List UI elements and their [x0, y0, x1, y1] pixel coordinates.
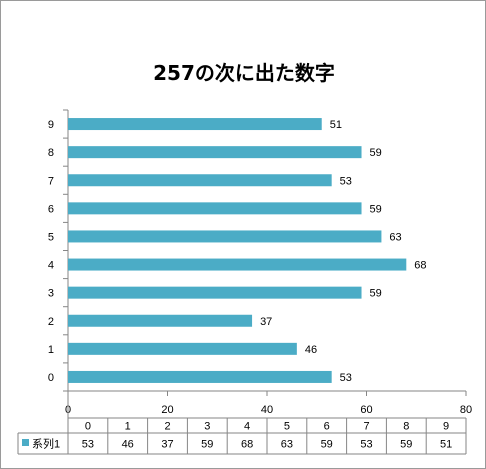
bar	[68, 230, 382, 243]
table-value-cell: 51	[440, 439, 452, 451]
table-value-cell: 63	[281, 439, 293, 451]
data-label: 37	[260, 316, 272, 328]
bar	[68, 370, 332, 383]
y-tick-label: 2	[48, 316, 54, 328]
data-label: 46	[305, 344, 317, 356]
bar	[68, 174, 332, 187]
table-value-cell: 53	[82, 439, 94, 451]
table-value-cell: 59	[201, 439, 213, 451]
table-header-cell: 3	[204, 421, 210, 433]
chart-title: 257の次に出た数字	[153, 61, 335, 85]
table-value-cell: 37	[161, 439, 173, 451]
bar	[68, 286, 362, 299]
table-header-cell: 0	[85, 421, 91, 433]
bar	[68, 258, 407, 271]
x-tick-label: 20	[161, 404, 173, 416]
table-header-cell: 1	[125, 421, 131, 433]
bar	[68, 314, 253, 327]
bar	[68, 342, 297, 355]
data-label: 53	[340, 372, 352, 384]
data-label: 53	[340, 175, 352, 187]
y-tick-label: 6	[48, 203, 54, 215]
y-tick-label: 1	[48, 344, 54, 356]
x-tick-label: 40	[261, 404, 273, 416]
data-label: 63	[389, 231, 401, 243]
y-tick-label: 9	[48, 119, 54, 131]
x-tick-label: 80	[460, 404, 472, 416]
data-label: 59	[370, 288, 382, 300]
y-tick-label: 8	[48, 147, 54, 159]
bar	[68, 202, 362, 215]
table-header-cell: 6	[324, 421, 330, 433]
y-tick-label: 7	[48, 175, 54, 187]
table-value-cell: 59	[321, 439, 333, 451]
legend-key	[22, 439, 29, 446]
table-value-cell: 46	[122, 439, 134, 451]
table-value-cell: 59	[400, 439, 412, 451]
bar	[68, 146, 362, 159]
y-tick-label: 5	[48, 231, 54, 243]
data-label: 59	[370, 203, 382, 215]
data-label: 51	[330, 119, 342, 131]
table-header-cell: 4	[244, 421, 250, 433]
bar	[68, 118, 322, 131]
table-header-cell: 7	[363, 421, 369, 433]
table-header-cell: 8	[403, 421, 409, 433]
x-tick-label: 60	[360, 404, 372, 416]
table-value-cell: 53	[360, 439, 372, 451]
data-label: 68	[414, 260, 426, 272]
y-tick-label: 4	[48, 260, 54, 272]
legend-label: 系列1	[32, 437, 60, 451]
table-header-cell: 5	[284, 421, 290, 433]
y-tick-label: 0	[48, 372, 54, 384]
table-header-cell: 2	[164, 421, 170, 433]
data-label: 59	[370, 147, 382, 159]
table-value-cell: 68	[241, 439, 253, 451]
table-header-cell: 9	[443, 421, 449, 433]
y-tick-label: 3	[48, 288, 54, 300]
